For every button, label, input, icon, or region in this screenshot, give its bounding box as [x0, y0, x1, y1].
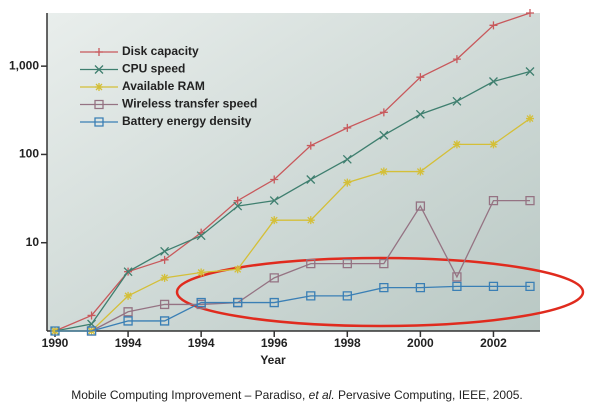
marker — [342, 258, 352, 269]
x-axis-label: Year — [260, 353, 286, 367]
marker — [306, 258, 316, 269]
legend-marker — [94, 65, 104, 74]
marker — [196, 297, 206, 308]
y-tick-label: 100 — [19, 147, 39, 161]
marker — [196, 231, 206, 241]
marker — [160, 246, 170, 256]
marker — [452, 96, 462, 106]
marker — [233, 297, 243, 308]
legend-label: Wireless transfer speed — [122, 97, 257, 111]
marker — [123, 307, 133, 317]
legend-label: Battery energy density — [122, 114, 252, 128]
series-line — [54, 70, 531, 332]
marker — [306, 216, 315, 225]
marker — [489, 140, 498, 149]
marker — [489, 21, 498, 30]
plot-area — [47, 13, 540, 331]
caption: Mobile Computing Improvement – Paradiso,… — [71, 388, 523, 402]
marker — [342, 154, 352, 164]
marker — [525, 195, 535, 206]
x-tick-label: 2002 — [480, 336, 507, 350]
marker — [416, 73, 425, 82]
marker — [452, 140, 461, 149]
series-line — [91, 199, 530, 332]
marker — [159, 316, 170, 326]
caption-part: et al. — [309, 388, 335, 402]
legend-marker — [95, 83, 103, 91]
marker — [160, 273, 169, 282]
marker — [124, 291, 133, 300]
marker — [416, 167, 425, 176]
series-line — [54, 12, 531, 332]
marker — [379, 282, 389, 293]
marker — [525, 281, 535, 292]
marker — [452, 272, 462, 282]
y-tick-label: 10 — [26, 235, 40, 249]
marker — [233, 196, 242, 205]
marker — [50, 326, 60, 336]
marker — [343, 178, 352, 187]
x-tick-label: 1990 — [42, 336, 69, 350]
x-tick-label: 2000 — [407, 336, 434, 350]
marker — [379, 130, 389, 140]
marker — [306, 175, 316, 184]
marker — [379, 108, 388, 117]
marker — [488, 195, 499, 206]
marker — [415, 109, 425, 119]
caption-part: Pervasive Computing, IEEE, 2005. — [335, 388, 523, 402]
y-tick-label: 1,000 — [9, 58, 39, 72]
x-tick-label: 1996 — [261, 336, 288, 350]
marker — [379, 167, 388, 176]
marker — [269, 273, 279, 283]
highlight-ellipse — [175, 256, 585, 328]
marker — [306, 291, 316, 301]
marker — [526, 114, 534, 123]
marker — [123, 267, 133, 277]
marker — [233, 201, 243, 211]
marker — [306, 141, 315, 150]
legend-label: CPU speed — [122, 62, 185, 76]
marker — [87, 311, 96, 320]
legend-marker — [94, 117, 104, 127]
legend-label: Available RAM — [122, 79, 205, 93]
marker — [342, 291, 352, 301]
marker — [525, 67, 535, 76]
marker — [86, 326, 97, 336]
legend-label: Disk capacity — [122, 44, 199, 58]
marker — [233, 265, 242, 274]
marker — [415, 282, 426, 293]
series-line — [55, 285, 530, 332]
marker — [160, 255, 169, 264]
marker — [452, 281, 462, 292]
marker — [488, 281, 499, 292]
legend-marker — [94, 99, 104, 110]
legend-marker — [95, 48, 103, 56]
marker — [270, 175, 279, 184]
x-tick-label: 1994 — [188, 336, 215, 350]
caption-part: Mobile Computing Improvement – Paradiso, — [71, 388, 308, 402]
marker — [197, 268, 206, 277]
marker — [452, 55, 461, 64]
marker — [489, 77, 498, 86]
x-tick-label: 1998 — [334, 336, 361, 350]
marker — [123, 316, 133, 326]
series-line — [55, 118, 531, 332]
marker — [379, 258, 389, 269]
marker — [269, 196, 279, 206]
marker — [343, 123, 352, 132]
marker — [526, 9, 534, 17]
marker — [270, 216, 279, 225]
marker — [159, 299, 170, 310]
marker — [269, 297, 279, 308]
marker — [415, 201, 426, 211]
x-tick-label: 1994 — [115, 336, 142, 350]
